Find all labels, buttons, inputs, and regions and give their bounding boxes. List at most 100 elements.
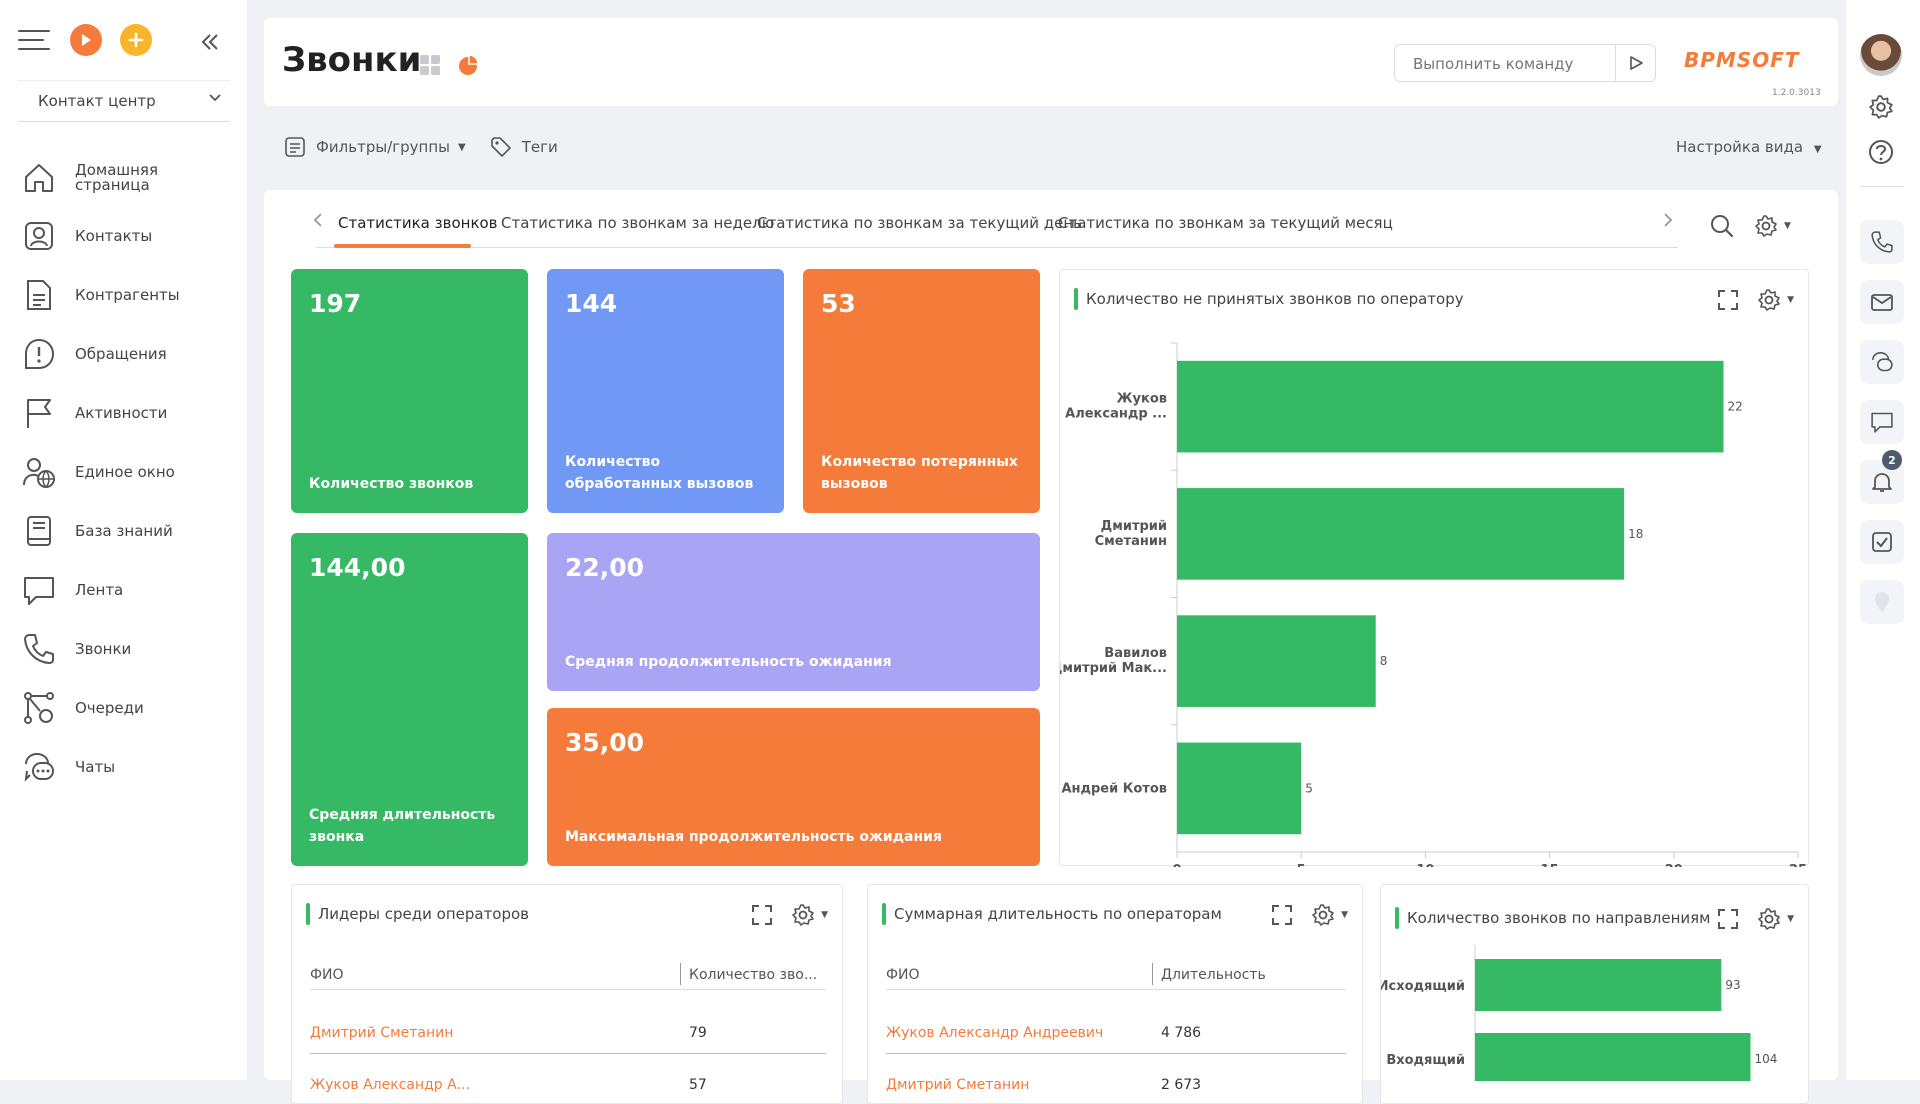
workspace-label: Контакт центр: [38, 92, 156, 110]
help-icon: [1869, 140, 1893, 164]
feed-panel-button[interactable]: [1860, 400, 1904, 444]
tile-max-wait-duration[interactable]: 35,00 Максимальная продолжительность ожи…: [547, 708, 1040, 866]
run-command-button[interactable]: [1615, 45, 1655, 81]
double-chevron-left-icon: [201, 34, 218, 50]
tile-value: 22,00: [565, 553, 645, 582]
tags-button[interactable]: Теги: [490, 136, 558, 158]
page-title: Звонки: [282, 40, 422, 80]
tile-lost-calls[interactable]: 53 Количество потерянных вызовов: [803, 269, 1040, 513]
category-label: Входящий: [1386, 1053, 1465, 1068]
collapse-sidebar-button[interactable]: [200, 26, 220, 59]
home-icon: [25, 164, 53, 192]
expand-icon[interactable]: [1717, 289, 1739, 311]
row-divider: [310, 1053, 826, 1054]
tile-avg-call-duration[interactable]: 144,00 Средняя длительность звонка: [291, 533, 528, 866]
caret-down-icon: ▼: [1813, 144, 1822, 155]
tag-icon: [490, 137, 511, 157]
tile-avg-wait-duration[interactable]: 22,00 Средняя продолжительность ожидания: [547, 533, 1040, 691]
table-settings-button[interactable]: ▼: [1311, 903, 1348, 927]
bar-value-label: 5: [1305, 781, 1313, 795]
grid-view-icon[interactable]: [419, 54, 441, 76]
tabs-scroll-left-icon[interactable]: [312, 212, 324, 233]
right-rail: 2: [1846, 0, 1920, 1080]
caret-down-icon: ▼: [1341, 910, 1348, 920]
help-button[interactable]: [1864, 135, 1898, 169]
tab-day-stats[interactable]: Статистика по звонкам за текущий день: [757, 214, 1083, 232]
pie-chart-icon[interactable]: [457, 54, 479, 76]
bar-value-label: 18: [1628, 527, 1643, 541]
chart-settings-button[interactable]: ▼: [1757, 907, 1794, 931]
bar[interactable]: [1177, 360, 1724, 453]
menu-burger-icon[interactable]: [18, 30, 50, 52]
operator-duration: 4 786: [1161, 1025, 1202, 1041]
bar-value-label: 104: [1755, 1052, 1778, 1066]
tile-total-calls[interactable]: 197 Количество звонков: [291, 269, 528, 513]
leader-name-link[interactable]: Жуков Александр А...: [310, 1077, 471, 1093]
command-input[interactable]: [1411, 54, 1611, 74]
tile-value: 53: [821, 289, 856, 318]
sidebar-item-contacts[interactable]: Контакты: [22, 216, 232, 256]
sidebar-item-single-window[interactable]: Единое окно: [22, 452, 232, 492]
dashboard-settings-button[interactable]: ▼: [1754, 214, 1791, 238]
view-setup-button[interactable]: Настройка вида ▼: [1676, 138, 1822, 156]
column-header-name[interactable]: ФИО: [886, 967, 920, 983]
sidebar-item-label: Контакты: [75, 226, 153, 245]
play-process-button[interactable]: [70, 24, 102, 56]
sidebar-item-queues[interactable]: Очереди: [22, 688, 232, 728]
sidebar-item-calls[interactable]: Звонки: [22, 629, 232, 669]
column-header-name[interactable]: ФИО: [310, 967, 344, 983]
workspace-select[interactable]: Контакт центр: [18, 80, 230, 122]
sidebar-item-label: Чаты: [75, 757, 116, 776]
sidebar-item-home[interactable]: Домашняя страница: [22, 158, 232, 198]
sidebar-item-accounts[interactable]: Контрагенты: [22, 275, 232, 315]
bar[interactable]: [1475, 959, 1722, 1011]
map-panel-button[interactable]: [1860, 580, 1904, 624]
bar-value-label: 8: [1380, 654, 1388, 668]
operator-name-link[interactable]: Жуков Александр Андреевич: [886, 1025, 1104, 1041]
expand-icon[interactable]: [751, 904, 773, 926]
chart-settings-button[interactable]: ▼: [1757, 288, 1794, 312]
tab-month-stats[interactable]: Статистика по звонкам за текущий месяц: [1058, 214, 1393, 232]
column-divider[interactable]: [1152, 963, 1153, 985]
bar[interactable]: [1177, 742, 1302, 835]
phone-panel-button[interactable]: [1860, 220, 1904, 264]
sidebar-item-activities[interactable]: Активности: [22, 393, 232, 433]
filter-bar: Фильтры/группы ▼ Теги: [284, 136, 558, 158]
bar[interactable]: [1475, 1033, 1751, 1081]
bar[interactable]: [1177, 488, 1625, 580]
sidebar-item-cases[interactable]: Обращения: [22, 334, 232, 374]
sidebar-item-chats[interactable]: Чаты: [22, 747, 232, 787]
settings-button[interactable]: [1864, 90, 1898, 124]
filters-button[interactable]: Фильтры/группы ▼: [284, 136, 466, 158]
tile-processed-calls[interactable]: 144 Количество обработанных вызовов: [547, 269, 784, 513]
email-panel-button[interactable]: [1860, 280, 1904, 324]
category-label: Дмитрий Сметанин: [1095, 519, 1167, 549]
tabs-scroll-right-icon[interactable]: [1662, 212, 1674, 233]
avatar[interactable]: [1860, 34, 1902, 76]
operator-name-link[interactable]: Дмитрий Сметанин: [886, 1077, 1030, 1093]
sidebar-item-knowledge-base[interactable]: База знаний: [22, 511, 232, 551]
sidebar-item-label: Активности: [75, 403, 168, 422]
column-header-duration[interactable]: Длительность: [1161, 967, 1266, 983]
bar[interactable]: [1177, 615, 1376, 707]
tile-caption: Максимальная продолжительность ожидания: [565, 829, 942, 845]
missed-calls-chart-card: Количество не принятых звонков по операт…: [1059, 269, 1809, 867]
chats-panel-button[interactable]: [1860, 340, 1904, 384]
column-header-count[interactable]: Количество зво...: [689, 967, 818, 983]
add-button[interactable]: [120, 24, 152, 56]
sidebar-item-label: Контрагенты: [75, 285, 180, 304]
leader-name-link[interactable]: Дмитрий Сметанин: [310, 1025, 454, 1041]
tasks-panel-button[interactable]: [1860, 520, 1904, 564]
expand-icon[interactable]: [1271, 904, 1293, 926]
queue-icon: [24, 692, 54, 724]
table-settings-button[interactable]: ▼: [791, 903, 828, 927]
column-divider[interactable]: [680, 963, 681, 985]
tab-call-stats[interactable]: Статистика звонков: [338, 214, 498, 232]
x-tick-label: 20: [1665, 863, 1683, 867]
header-divider: [310, 989, 826, 990]
tab-week-stats[interactable]: Статистика по звонкам за неделю: [501, 214, 775, 232]
sidebar-item-feed[interactable]: Лента: [22, 570, 232, 610]
category-label: Исходящий: [1381, 979, 1465, 994]
expand-icon[interactable]: [1717, 908, 1739, 930]
search-icon[interactable]: [1710, 214, 1734, 238]
